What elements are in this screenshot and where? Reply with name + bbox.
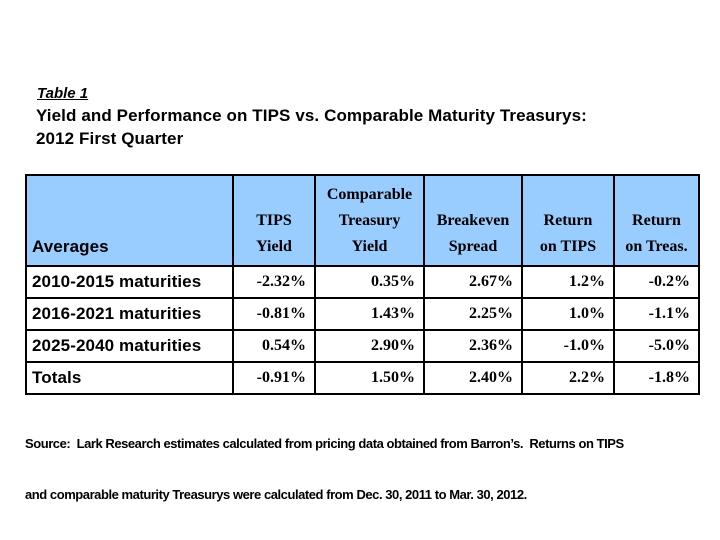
header-return-tips-line2: on TIPS xyxy=(539,238,597,255)
header-tips-yield-line1: TIPS xyxy=(256,212,292,229)
table-title-line1: Yield and Performance on TIPS vs. Compar… xyxy=(36,106,587,125)
source-note-line1: Source: Lark Research estimates calculat… xyxy=(25,436,624,451)
tips-yield-cell: -2.32% xyxy=(232,265,316,299)
header-comparable-treasury-yield: Comparable Treasury Yield xyxy=(314,174,425,267)
header-breakeven-line1: Breakeven xyxy=(436,212,510,229)
header-comparable-line1: Comparable xyxy=(326,186,413,203)
treasury-yield-cell: 0.35% xyxy=(314,265,425,299)
header-return-treas-line2: on Treas. xyxy=(625,238,688,255)
source-note-line2: and comparable maturity Treasurys were c… xyxy=(25,487,527,502)
source-note: Source: Lark Research estimates calculat… xyxy=(25,401,624,537)
table-row: 2010-2015 maturities -2.32% 0.35% 2.67% … xyxy=(25,265,700,299)
row-label-cell: 2010-2015 maturities xyxy=(25,265,234,299)
tips-vs-treasury-table: Averages TIPS Yield Comparable Treasury … xyxy=(25,174,700,395)
table-row: 2016-2021 maturities -0.81% 1.43% 2.25% … xyxy=(25,297,700,331)
table-header-row: Averages TIPS Yield Comparable Treasury … xyxy=(25,174,700,267)
breakeven-spread-cell: 2.25% xyxy=(423,297,523,331)
header-averages: Averages xyxy=(25,174,234,267)
table-number-label: Table 1 xyxy=(37,85,89,102)
return-tips-cell: 1.2% xyxy=(521,265,615,299)
return-treas-cell: -1.1% xyxy=(613,297,700,331)
header-return-treas-line1: Return xyxy=(632,212,681,229)
tips-yield-cell: 0.54% xyxy=(232,329,316,363)
table-row-totals: Totals -0.91% 1.50% 2.40% 2.2% -1.8% xyxy=(25,361,700,395)
table-row: 2025-2040 maturities 0.54% 2.90% 2.36% -… xyxy=(25,329,700,363)
header-breakeven-spread: Breakeven Spread xyxy=(423,174,523,267)
header-return-on-treas: Return on Treas. xyxy=(613,174,700,267)
table-title-line2: 2012 First Quarter xyxy=(36,129,184,148)
treasury-yield-cell: 2.90% xyxy=(314,329,425,363)
return-treas-cell: -5.0% xyxy=(613,329,700,363)
table-title: Yield and Performance on TIPS vs. Compar… xyxy=(36,104,587,150)
treasury-yield-cell: 1.43% xyxy=(314,297,425,331)
breakeven-spread-cell: 2.36% xyxy=(423,329,523,363)
row-label-cell: Totals xyxy=(25,361,234,395)
header-breakeven-line2: Spread xyxy=(448,238,498,255)
row-label-cell: 2025-2040 maturities xyxy=(25,329,234,363)
return-treas-cell: -0.2% xyxy=(613,265,700,299)
breakeven-spread-cell: 2.67% xyxy=(423,265,523,299)
header-comparable-line2: Treasury xyxy=(338,212,401,229)
header-averages-label: Averages xyxy=(32,237,109,256)
return-tips-cell: 2.2% xyxy=(521,361,615,395)
row-label-cell: 2016-2021 maturities xyxy=(25,297,234,331)
return-tips-cell: -1.0% xyxy=(521,329,615,363)
header-tips-yield: TIPS Yield xyxy=(232,174,316,267)
treasury-yield-cell: 1.50% xyxy=(314,361,425,395)
return-treas-cell: -1.8% xyxy=(613,361,700,395)
header-tips-yield-line2: Yield xyxy=(256,238,292,255)
tips-yield-cell: -0.81% xyxy=(232,297,316,331)
header-return-on-tips: Return on TIPS xyxy=(521,174,615,267)
return-tips-cell: 1.0% xyxy=(521,297,615,331)
breakeven-spread-cell: 2.40% xyxy=(423,361,523,395)
header-return-tips-line1: Return xyxy=(543,212,593,229)
tips-yield-cell: -0.91% xyxy=(232,361,316,395)
header-comparable-line3: Yield xyxy=(351,238,388,255)
